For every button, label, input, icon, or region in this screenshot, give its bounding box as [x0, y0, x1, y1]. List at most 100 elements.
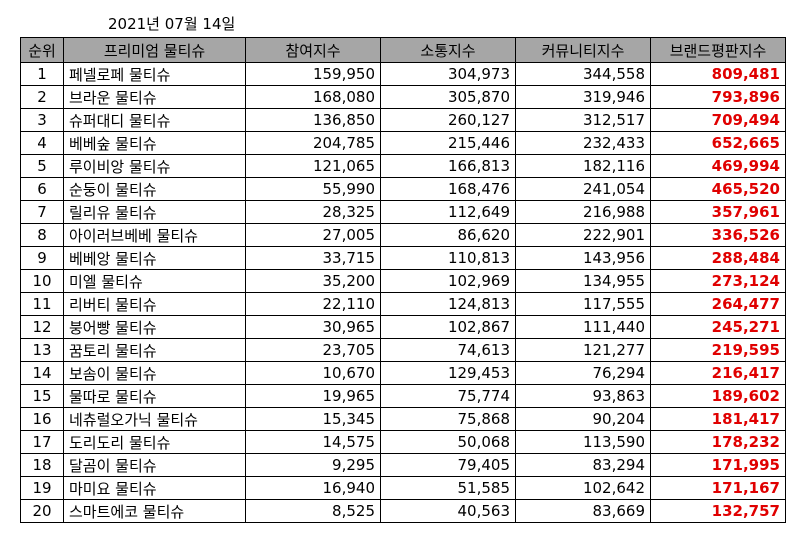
brand-name-cell: 릴리유 물티슈	[63, 200, 246, 224]
reputation-score-cell: 709,494	[650, 108, 786, 132]
communication-cell: 50,068	[380, 430, 516, 454]
participation-cell: 168,080	[245, 85, 381, 109]
reputation-score-cell: 264,477	[650, 292, 786, 316]
brand-name-cell: 아이러브베베 물티슈	[63, 223, 246, 247]
rank-cell: 5	[20, 154, 64, 178]
header-participation: 참여지수	[245, 37, 381, 63]
participation-cell: 55,990	[245, 177, 381, 201]
table-row: 11 리버티 물티슈 22,110 124,813 117,555 264,477	[20, 292, 786, 316]
reputation-score-cell: 132,757	[650, 499, 786, 523]
participation-cell: 9,295	[245, 453, 381, 477]
reputation-score-cell: 189,602	[650, 384, 786, 408]
header-rank: 순위	[20, 37, 64, 63]
participation-cell: 10,670	[245, 361, 381, 385]
brand-name-cell: 리버티 물티슈	[63, 292, 246, 316]
brand-name-cell: 꿈토리 물티슈	[63, 338, 246, 362]
participation-cell: 121,065	[245, 154, 381, 178]
community-cell: 76,294	[515, 361, 651, 385]
rank-cell: 17	[20, 430, 64, 454]
brand-name-cell: 브라운 물티슈	[63, 85, 246, 109]
participation-cell: 15,345	[245, 407, 381, 431]
table-row: 18 달곰이 물티슈 9,295 79,405 83,294 171,995	[20, 453, 786, 477]
participation-cell: 19,965	[245, 384, 381, 408]
communication-cell: 51,585	[380, 476, 516, 500]
community-cell: 241,054	[515, 177, 651, 201]
community-cell: 182,116	[515, 154, 651, 178]
table-row: 20 스마트에코 물티슈 8,525 40,563 83,669 132,757	[20, 499, 786, 523]
reputation-score-cell: 357,961	[650, 200, 786, 224]
participation-cell: 28,325	[245, 200, 381, 224]
rank-cell: 3	[20, 108, 64, 132]
rank-cell: 18	[20, 453, 64, 477]
communication-cell: 168,476	[380, 177, 516, 201]
rank-cell: 19	[20, 476, 64, 500]
communication-cell: 305,870	[380, 85, 516, 109]
communication-cell: 75,774	[380, 384, 516, 408]
reputation-score-cell: 793,896	[650, 85, 786, 109]
participation-cell: 204,785	[245, 131, 381, 155]
table-row: 17 도리도리 물티슈 14,575 50,068 113,590 178,232	[20, 430, 786, 454]
reputation-score-cell: 171,995	[650, 453, 786, 477]
community-cell: 216,988	[515, 200, 651, 224]
brand-name-cell: 베베숲 물티슈	[63, 131, 246, 155]
reputation-score-cell: 219,595	[650, 338, 786, 362]
rank-cell: 1	[20, 62, 64, 86]
communication-cell: 304,973	[380, 62, 516, 86]
participation-cell: 8,525	[245, 499, 381, 523]
participation-cell: 136,850	[245, 108, 381, 132]
community-cell: 232,433	[515, 131, 651, 155]
rank-cell: 20	[20, 499, 64, 523]
community-cell: 111,440	[515, 315, 651, 339]
header-community: 커뮤니티지수	[515, 37, 651, 63]
reputation-score-cell: 178,232	[650, 430, 786, 454]
rank-cell: 11	[20, 292, 64, 316]
brand-name-cell: 순둥이 물티슈	[63, 177, 246, 201]
rank-cell: 6	[20, 177, 64, 201]
rank-cell: 15	[20, 384, 64, 408]
rank-cell: 12	[20, 315, 64, 339]
reputation-score-cell: 171,167	[650, 476, 786, 500]
communication-cell: 166,813	[380, 154, 516, 178]
rank-cell: 16	[20, 407, 64, 431]
brand-name-cell: 네츄럴오가닉 물티슈	[63, 407, 246, 431]
community-cell: 319,946	[515, 85, 651, 109]
communication-cell: 75,868	[380, 407, 516, 431]
brand-name-cell: 루이비앙 물티슈	[63, 154, 246, 178]
table-row: 13 꿈토리 물티슈 23,705 74,613 121,277 219,595	[20, 338, 786, 362]
table-row: 12 붕어빵 물티슈 30,965 102,867 111,440 245,271	[20, 315, 786, 339]
rank-cell: 10	[20, 269, 64, 293]
communication-cell: 74,613	[380, 338, 516, 362]
communication-cell: 110,813	[380, 246, 516, 270]
brand-name-cell: 페넬로페 물티슈	[63, 62, 246, 86]
reputation-score-cell: 465,520	[650, 177, 786, 201]
communication-cell: 260,127	[380, 108, 516, 132]
communication-cell: 102,867	[380, 315, 516, 339]
reputation-score-cell: 288,484	[650, 246, 786, 270]
brand-name-cell: 붕어빵 물티슈	[63, 315, 246, 339]
rank-cell: 2	[20, 85, 64, 109]
participation-cell: 35,200	[245, 269, 381, 293]
brand-name-cell: 도리도리 물티슈	[63, 430, 246, 454]
table-row: 3 슈퍼대디 물티슈 136,850 260,127 312,517 709,494	[20, 108, 786, 132]
communication-cell: 215,446	[380, 131, 516, 155]
table-row: 8 아이러브베베 물티슈 27,005 86,620 222,901 336,526	[20, 223, 786, 247]
community-cell: 312,517	[515, 108, 651, 132]
table-row: 1 페넬로페 물티슈 159,950 304,973 344,558 809,481	[20, 62, 786, 86]
communication-cell: 129,453	[380, 361, 516, 385]
brand-name-cell: 물따로 물티슈	[63, 384, 246, 408]
communication-cell: 102,969	[380, 269, 516, 293]
rank-cell: 13	[20, 338, 64, 362]
communication-cell: 79,405	[380, 453, 516, 477]
communication-cell: 124,813	[380, 292, 516, 316]
participation-cell: 159,950	[245, 62, 381, 86]
community-cell: 90,204	[515, 407, 651, 431]
table-row: 14 보솜이 물티슈 10,670 129,453 76,294 216,417	[20, 361, 786, 385]
community-cell: 102,642	[515, 476, 651, 500]
community-cell: 83,294	[515, 453, 651, 477]
table-row: 16 네츄럴오가닉 물티슈 15,345 75,868 90,204 181,417	[20, 407, 786, 431]
brand-name-cell: 마미요 물티슈	[63, 476, 246, 500]
communication-cell: 86,620	[380, 223, 516, 247]
community-cell: 143,956	[515, 246, 651, 270]
reputation-score-cell: 809,481	[650, 62, 786, 86]
community-cell: 117,555	[515, 292, 651, 316]
